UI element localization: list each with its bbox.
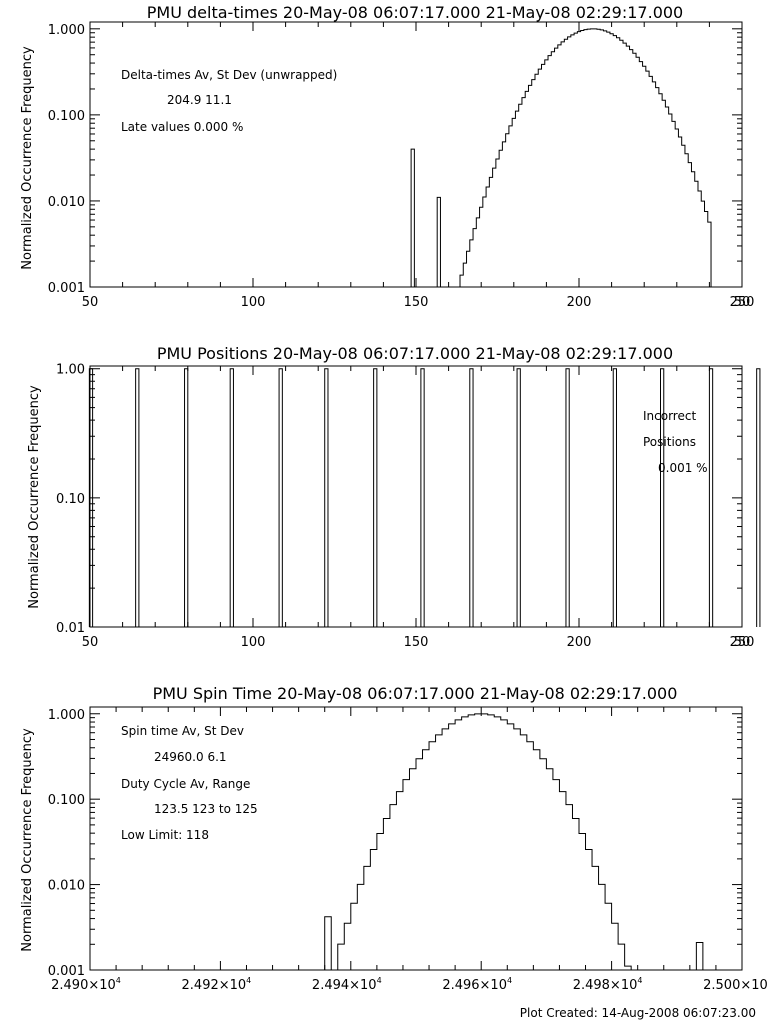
x-tick-label: 2.492×104 [182, 976, 252, 993]
position-bar [229, 368, 234, 627]
chart-title: PMU Spin Time 20-May-08 06:07:17.000 21-… [153, 684, 678, 703]
annotation-line: Incorrect [643, 409, 696, 423]
annotation-line: Duty Cycle Av, Range [121, 777, 250, 791]
annotation-line: 204.9 11.1 [167, 93, 232, 107]
x-tick-label: 50 [734, 295, 751, 310]
chart-title: PMU Positions 20-May-08 06:07:17.000 21-… [157, 344, 673, 363]
y-tick-label: 0.01 [56, 621, 85, 636]
x-tick-label: 50 [82, 635, 99, 650]
annotation-line: Low Limit: 118 [121, 828, 209, 842]
x-tick-label: 50 [734, 635, 751, 650]
x-tick-label: 2.500×104 [703, 976, 768, 993]
position-bar [135, 368, 140, 627]
position-bar [324, 368, 329, 627]
annotation-line: Spin time Av, St Dev [121, 724, 244, 738]
position-bar [278, 368, 283, 627]
x-tick-label: 2.490×104 [51, 976, 121, 993]
position-bar [184, 368, 189, 627]
annotation-line: Late values 0.000 % [121, 120, 243, 134]
x-tick-label: 100 [241, 295, 266, 310]
y-tick-label: 0.10 [56, 492, 85, 507]
histogram-bar [324, 916, 332, 970]
x-tick-label: 150 [404, 635, 429, 650]
annotation-line: 0.001 % [658, 461, 708, 475]
histogram-bar [436, 196, 441, 287]
y-tick-label: 0.100 [48, 793, 85, 808]
annotation-line: 24960.0 6.1 [154, 750, 227, 764]
x-tick-label: 2.496×104 [442, 976, 512, 993]
position-bar [612, 368, 617, 627]
y-tick-label: 1.000 [48, 23, 85, 38]
chart-title: PMU delta-times 20-May-08 06:07:17.000 2… [147, 3, 683, 22]
x-tick-label: 250 [730, 635, 755, 650]
histogram-bar [695, 941, 704, 970]
y-axis-label: Normalized Occurrence Frequency [20, 46, 35, 270]
histogram-bar [410, 148, 415, 287]
x-tick-label: 250 [730, 295, 755, 310]
plot-frame [89, 706, 743, 971]
x-tick-label: 2.494×104 [312, 976, 382, 993]
y-axis-label: Normalized Occurrence Frequency [20, 728, 35, 952]
position-bar [660, 368, 665, 627]
x-tick-label: 2.498×104 [573, 976, 643, 993]
y-tick-label: 0.010 [48, 879, 85, 894]
position-bar [88, 368, 94, 627]
position-bar [469, 368, 474, 627]
y-tick-label: 0.001 [48, 964, 85, 979]
x-tick-label: 100 [241, 635, 266, 650]
position-bar [756, 368, 761, 627]
histogram-series [456, 28, 712, 288]
position-bar [565, 368, 570, 627]
annotation-line: Positions [643, 435, 696, 449]
x-tick-label: 50 [82, 295, 99, 310]
x-tick-label: 200 [567, 295, 592, 310]
y-tick-label: 1.00 [56, 363, 85, 378]
y-tick-label: 0.001 [48, 281, 85, 296]
histogram-series [337, 713, 638, 971]
y-axis-label: Normalized Occurrence Frequency [27, 385, 42, 609]
y-tick-label: 0.100 [48, 109, 85, 124]
plot-created-footer: Plot Created: 14-Aug-2008 06:07:23.00 [520, 1006, 756, 1020]
position-bar [420, 368, 425, 627]
plot-frame [89, 21, 743, 288]
x-tick-label: 200 [567, 635, 592, 650]
position-bar [373, 368, 378, 627]
annotation-line: 123.5 123 to 125 [154, 802, 258, 816]
position-bar [708, 368, 714, 627]
y-tick-label: 1.000 [48, 708, 85, 723]
annotation-line: Delta-times Av, St Dev (unwrapped) [121, 68, 337, 82]
position-bar [516, 368, 521, 627]
x-tick-label: 150 [404, 295, 429, 310]
y-tick-label: 0.010 [48, 195, 85, 210]
